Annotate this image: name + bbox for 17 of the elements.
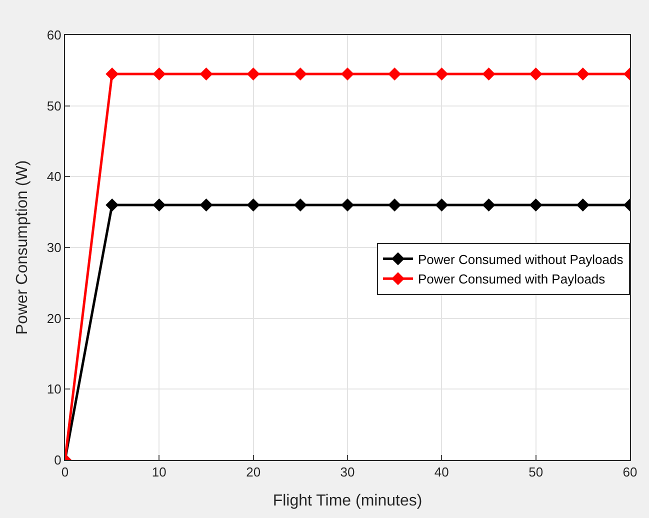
y-tick-label: 60 bbox=[46, 28, 62, 43]
y-tick-label: 50 bbox=[46, 98, 62, 114]
y-tick-label: 0 bbox=[54, 452, 62, 468]
x-tick-label: 30 bbox=[340, 464, 355, 480]
y-tick-label: 40 bbox=[46, 169, 62, 184]
legend-label: Power Consumed without Payloads bbox=[418, 252, 624, 267]
x-axis-title: Flight Time (minutes) bbox=[272, 492, 422, 510]
x-tick-label: 60 bbox=[622, 464, 638, 480]
y-tick-label: 30 bbox=[46, 240, 62, 256]
x-tick-label: 20 bbox=[246, 464, 261, 480]
x-tick-label: 10 bbox=[152, 464, 166, 480]
legend-label: Power Consumed with Payloads bbox=[418, 272, 606, 287]
x-tick-label: 50 bbox=[528, 464, 544, 480]
y-tick-label: 10 bbox=[46, 382, 62, 397]
x-tick-label: 40 bbox=[434, 464, 449, 480]
y-axis-title: Power Consumption (W) bbox=[14, 160, 31, 335]
y-tick-label: 20 bbox=[46, 310, 62, 326]
